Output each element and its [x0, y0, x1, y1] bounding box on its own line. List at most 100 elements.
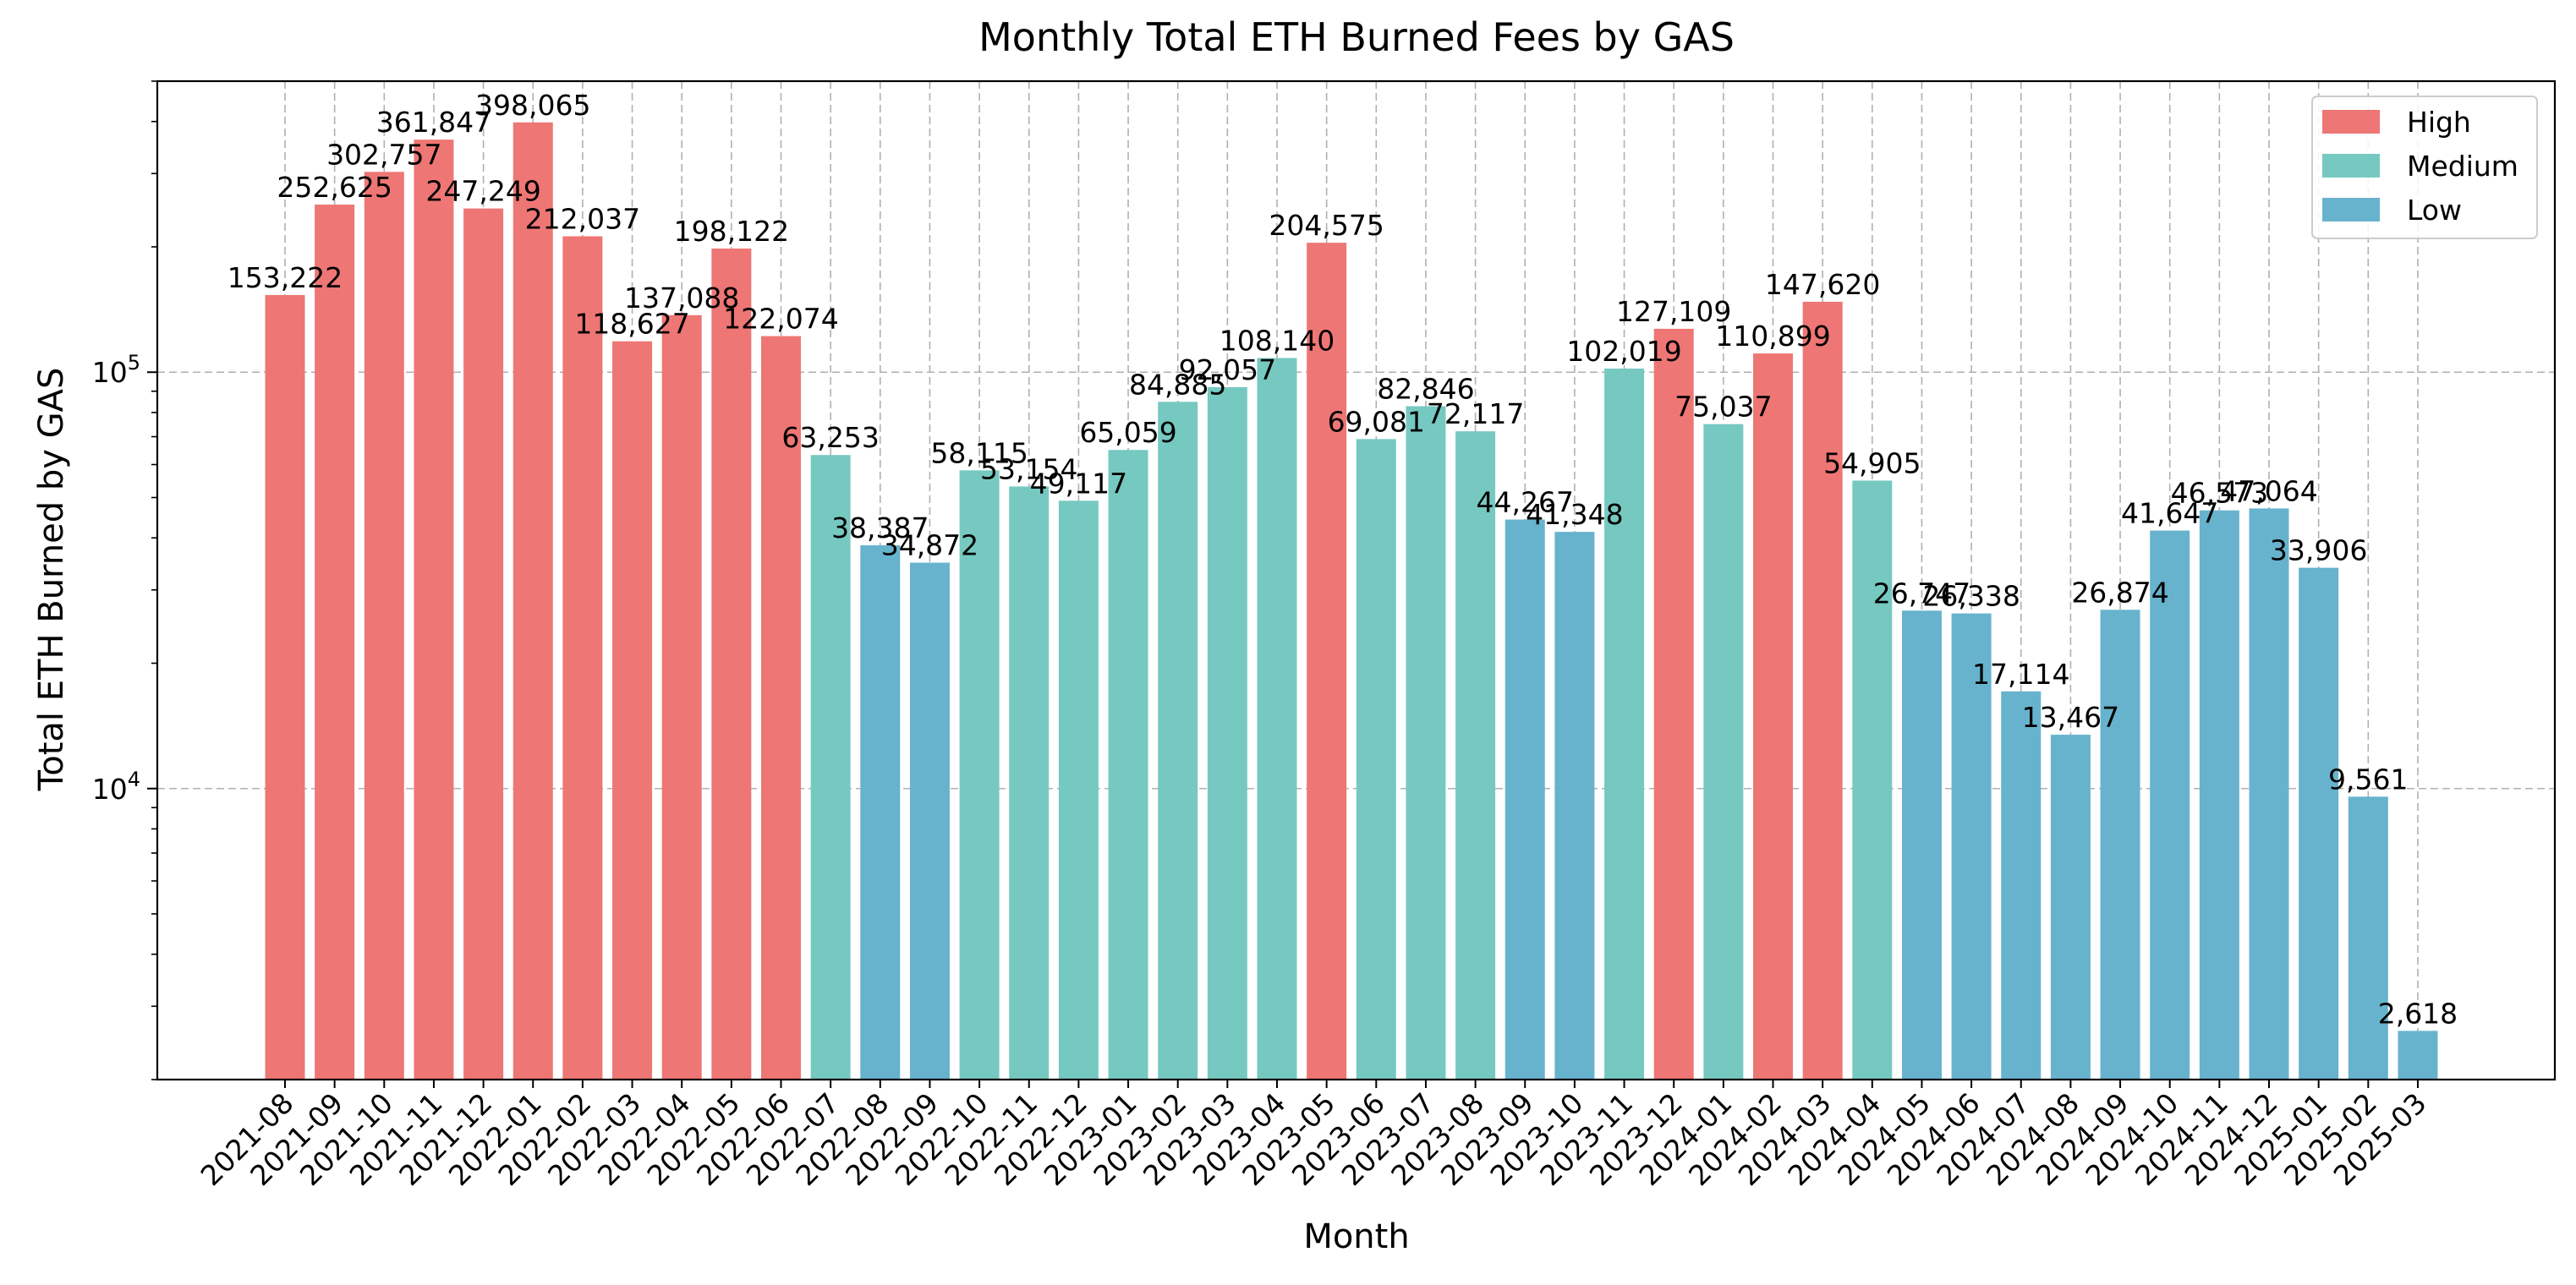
bar-2022-03 [612, 341, 653, 1080]
bar-2022-06 [761, 336, 801, 1080]
bar-2022-12 [1058, 500, 1099, 1080]
legend-swatch-low [2322, 198, 2380, 221]
bar-value-label: 75,037 [1674, 391, 1772, 424]
bar-value-label: 137,088 [624, 282, 739, 314]
bar-value-label: 72,117 [1427, 397, 1524, 430]
bar-value-label: 9,561 [2328, 763, 2408, 796]
bar-value-label: 147,620 [1765, 268, 1880, 301]
bar-2024-09 [2100, 610, 2140, 1080]
bar-value-label: 247,249 [425, 175, 540, 208]
bar-value-label: 41,647 [2121, 497, 2218, 530]
bar-value-label: 26,338 [1922, 580, 2020, 613]
bar-2022-09 [909, 562, 950, 1080]
x-axis-label: Month [1303, 1217, 1409, 1256]
bar-2021-10 [364, 172, 404, 1080]
bar-2024-07 [2001, 691, 2042, 1080]
bar-2023-09 [1504, 519, 1545, 1080]
bars [265, 122, 2438, 1080]
bar-value-label: 49,117 [1030, 467, 1127, 500]
bar-value-label: 38,387 [831, 511, 929, 544]
chart-title: Monthly Total ETH Burned Fees by GAS [978, 14, 1735, 60]
bar-2024-06 [1951, 613, 1992, 1080]
legend-label-low: Low [2407, 194, 2462, 227]
bar-value-label: 361,847 [376, 106, 491, 139]
bar-2023-05 [1307, 243, 1347, 1080]
bar-2022-02 [562, 236, 603, 1080]
bar-2023-10 [1554, 532, 1595, 1080]
legend-label-high: High [2407, 106, 2471, 139]
bar-value-label: 302,757 [326, 138, 441, 171]
bar-value-label: 84,885 [1129, 368, 1226, 401]
y-tick-label: 104 [92, 768, 140, 806]
plot-frame [156, 79, 2557, 1081]
bar-2023-07 [1406, 406, 1446, 1080]
bar-value-label: 44,267 [1477, 486, 1574, 519]
bar-value-label: 252,625 [277, 171, 392, 204]
bar-2024-01 [1703, 424, 1744, 1080]
bar-value-label: 82,846 [1377, 372, 1474, 405]
legend: High Medium Low [2311, 96, 2538, 239]
bar-2025-03 [2398, 1031, 2438, 1080]
bar-2023-11 [1604, 368, 1645, 1080]
bar-value-label: 46,573 [2171, 477, 2268, 510]
bar-value-label: 41,348 [1526, 498, 1623, 531]
bar-value-label: 26,874 [2071, 576, 2168, 609]
bar-value-label: 47,064 [2220, 474, 2317, 507]
bar-value-label: 110,899 [1715, 320, 1830, 353]
bar-value-label: 127,109 [1616, 295, 1731, 328]
bar-2023-03 [1207, 386, 1247, 1080]
bar-2023-08 [1455, 431, 1496, 1080]
bar-2021-09 [315, 205, 355, 1080]
bar-value-label: 69,081 [1328, 405, 1425, 438]
bar-value-label: 212,037 [525, 202, 640, 235]
bar-2024-04 [1852, 480, 1893, 1080]
bar-value-label: 63,253 [781, 421, 879, 454]
bar-2024-08 [2050, 735, 2091, 1080]
bar-2022-05 [711, 249, 752, 1080]
bar-2023-01 [1108, 450, 1148, 1080]
bar-value-label: 102,019 [1566, 335, 1681, 368]
bar-value-label: 92,057 [1179, 353, 1276, 386]
bar-value-label: 17,114 [1972, 658, 2069, 691]
bar-2021-12 [463, 208, 504, 1080]
bar-value-label: 65,059 [1079, 416, 1176, 449]
bar-value-label: 204,575 [1269, 209, 1384, 242]
bar-2024-05 [1901, 610, 1942, 1080]
bar-value-label: 122,074 [723, 303, 838, 336]
bar-value-label: 108,140 [1219, 325, 1335, 358]
legend-label-medium: Medium [2407, 150, 2518, 183]
bar-2024-03 [1802, 301, 1843, 1080]
bar-value-label: 58,115 [930, 436, 1028, 469]
bar-2022-07 [810, 455, 851, 1080]
bar-2023-04 [1257, 358, 1297, 1080]
bar-2023-06 [1356, 439, 1396, 1080]
bar-value-label: 198,122 [674, 215, 789, 248]
bar-value-label: 13,467 [2022, 701, 2119, 734]
bar-2024-02 [1753, 353, 1793, 1080]
bar-2021-11 [414, 139, 454, 1080]
bar-value-label: 33,906 [2270, 534, 2367, 567]
bar-2025-02 [2348, 796, 2388, 1080]
bar-value-label: 2,618 [2378, 997, 2458, 1030]
bar-value-label: 53,154 [980, 452, 1077, 485]
bar-2022-08 [860, 545, 901, 1080]
bar-2024-11 [2199, 510, 2239, 1080]
bar-2022-04 [661, 314, 702, 1080]
legend-swatch-high [2322, 110, 2380, 134]
bar-value-label: 34,872 [881, 529, 978, 562]
bar-2022-11 [1009, 486, 1050, 1080]
y-tick-label: 105 [92, 351, 140, 389]
legend-swatch-medium [2322, 154, 2380, 178]
bar-2025-01 [2299, 567, 2339, 1080]
bar-2022-10 [959, 470, 1000, 1080]
bar-2021-08 [265, 294, 305, 1080]
bar-2024-12 [2249, 508, 2289, 1080]
bar-value-label: 118,627 [574, 308, 689, 341]
y-axis-label: Total ETH Burned by GAS [32, 368, 71, 792]
bar-value-label: 398,065 [475, 89, 590, 122]
bar-value-label: 153,222 [227, 261, 343, 294]
bar-2024-10 [2150, 530, 2190, 1080]
